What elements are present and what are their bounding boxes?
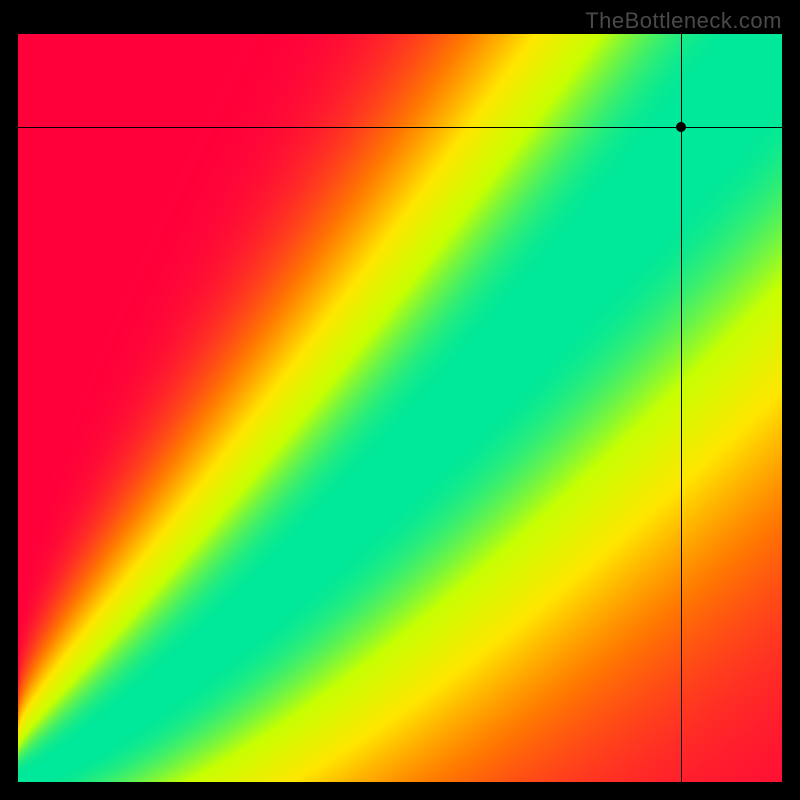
crosshair-horizontal: [18, 127, 782, 128]
crosshair-point: [676, 122, 686, 132]
watermark-text: TheBottleneck.com: [585, 8, 782, 34]
crosshair-vertical: [681, 34, 682, 782]
heatmap-canvas: [18, 34, 782, 782]
bottleneck-heatmap: [18, 34, 782, 782]
